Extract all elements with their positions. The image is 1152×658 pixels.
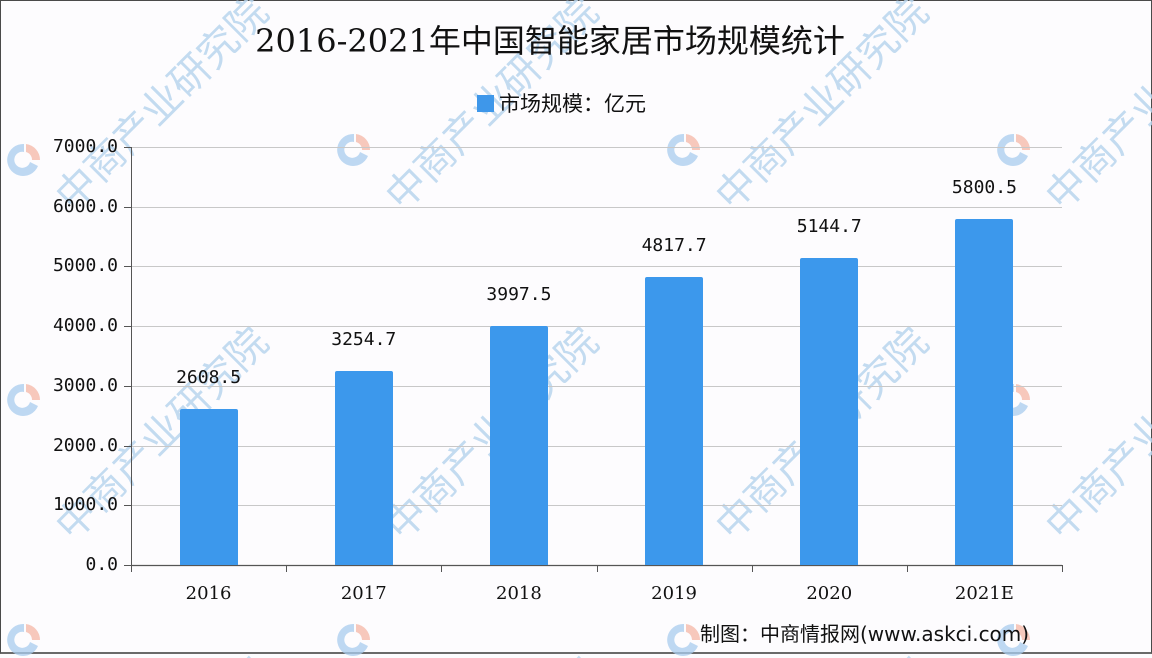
x-tick-label: 2020 <box>806 583 853 604</box>
bar-2016 <box>179 409 238 565</box>
data-label: 4817.7 <box>641 235 707 257</box>
y-tick-label: 5000.0 <box>52 254 118 276</box>
bar-2017 <box>334 370 393 565</box>
data-label: 3997.5 <box>486 284 552 306</box>
y-tick-label: 6000.0 <box>52 195 118 217</box>
source-note: 制图：中商情报网(www.askci.com) <box>700 622 1030 646</box>
legend-label: 市场规模：亿元 <box>499 92 646 116</box>
chart-title: 2016-2021年中国智能家居市场规模统计 <box>255 22 845 60</box>
data-label: 3254.7 <box>331 328 397 350</box>
data-label: 5144.7 <box>796 215 862 237</box>
bar-2019 <box>645 277 704 565</box>
legend-swatch <box>477 94 494 112</box>
y-tick-label: 7000.0 <box>52 135 118 157</box>
x-tick-label: 2017 <box>340 583 387 604</box>
bar-2018 <box>489 326 548 565</box>
bar-2020 <box>800 257 859 565</box>
x-tick-label: 2018 <box>496 583 542 604</box>
bar-2021E <box>955 218 1014 565</box>
legend: 市场规模：亿元 <box>477 88 646 118</box>
y-tick-label: 1000.0 <box>52 493 118 515</box>
data-label: 5800.5 <box>951 176 1017 198</box>
x-tick-label: 2021E <box>954 583 1014 604</box>
data-label: 2608.5 <box>176 367 242 389</box>
y-tick-label: 3000.0 <box>52 374 118 396</box>
y-tick-label: 4000.0 <box>52 314 118 336</box>
y-tick-label: 0.0 <box>85 553 118 575</box>
y-tick-label: 2000.0 <box>52 434 118 456</box>
x-tick-label: 2019 <box>651 583 697 604</box>
x-tick-label: 2016 <box>185 583 232 604</box>
